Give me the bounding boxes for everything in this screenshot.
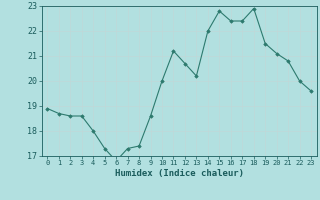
- X-axis label: Humidex (Indice chaleur): Humidex (Indice chaleur): [115, 169, 244, 178]
